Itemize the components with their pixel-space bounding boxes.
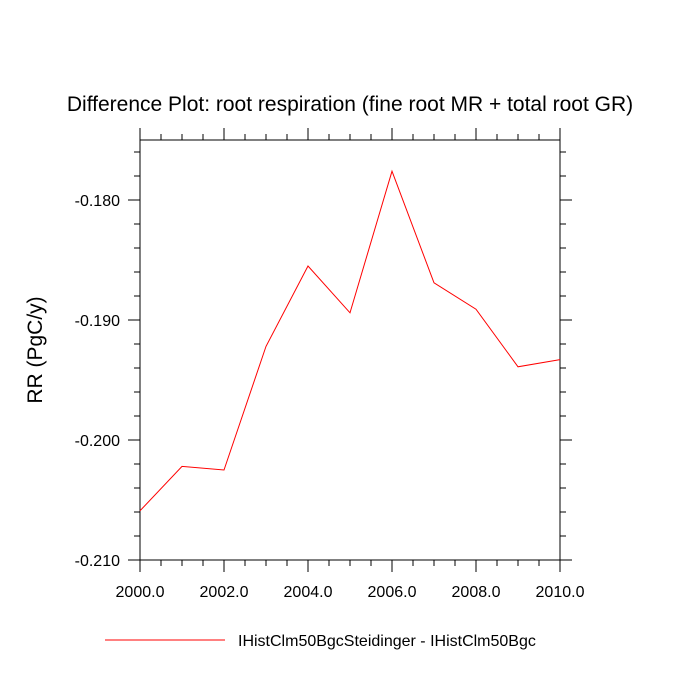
y-tick-label: -0.190 (75, 313, 120, 330)
x-tick-label: 2006.0 (368, 584, 417, 601)
y-axis-label: RR (PgC/y) (24, 296, 47, 403)
axis-ticks: 2000.0 2002.0 2004.0 2006.0 2008.0 2010.0 -0.2… (75, 128, 585, 601)
series-lines (139, 169, 561, 512)
series-line (139, 169, 561, 512)
plot-frame (139, 139, 561, 561)
y-tick-label: -0.210 (75, 553, 120, 570)
x-tick-label: 2002.0 (200, 584, 249, 601)
legend-label: IHistClm50BgcSteidinger - IHistClm50Bgc (238, 633, 536, 650)
chart-title: Difference Plot: root respiration (fine … (67, 93, 633, 116)
y-tick-label: -0.180 (75, 193, 120, 210)
x-tick-label: 2004.0 (284, 584, 333, 601)
x-tick-label: 2008.0 (452, 584, 501, 601)
legend: IHistClm50BgcSteidinger - IHistClm50Bgc (105, 633, 536, 650)
x-tick-label: 2000.0 (116, 584, 165, 601)
y-tick-label: -0.200 (75, 433, 120, 450)
x-tick-label: 2010.0 (536, 584, 585, 601)
plot-border (139, 139, 561, 561)
